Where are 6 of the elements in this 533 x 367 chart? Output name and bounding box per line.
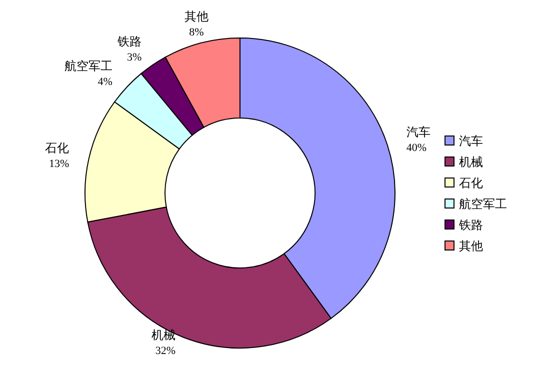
legend-label: 其他 <box>459 239 483 253</box>
legend-label: 航空军工 <box>459 197 507 211</box>
legend-label: 铁路 <box>458 218 483 232</box>
legend-label: 石化 <box>459 176 483 190</box>
legend-label: 汽车 <box>459 134 483 148</box>
legend-label: 机械 <box>459 155 483 169</box>
